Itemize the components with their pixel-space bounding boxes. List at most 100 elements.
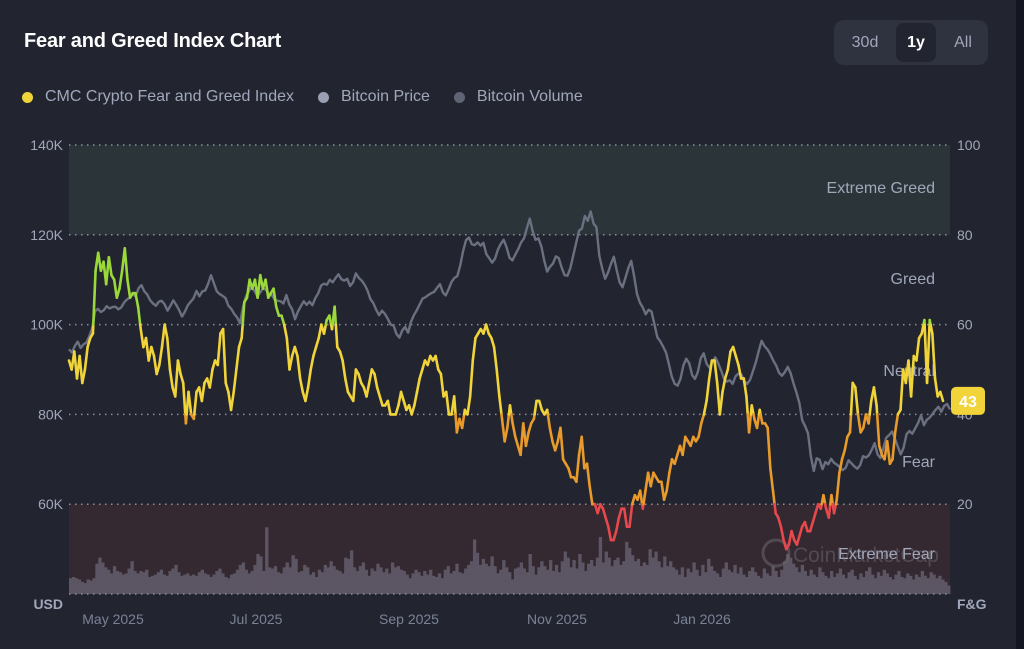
right-axis-tick: 80 [957,227,973,243]
zone-extreme-greed [69,145,950,235]
volume-bar [133,570,137,594]
volume-bar [610,566,614,594]
volume-bar [938,575,942,594]
volume-bar [750,567,755,594]
fear-greed-segment [580,435,586,470]
volume-bar [780,569,784,594]
volume-bar [285,562,289,594]
volume-bar [712,570,717,594]
volume-bar [783,561,787,594]
volume-bar [332,566,336,594]
volume-bar [232,573,237,594]
volume-bar [660,567,664,594]
fear-greed-segment [508,404,513,416]
fear-greed-segment [662,489,669,502]
volume-bar [95,563,99,594]
fear-greed-segment [229,390,236,412]
fear-greed-segment [410,404,416,416]
volume-bar [303,564,307,594]
volume-bar [689,572,693,594]
volume-bar [841,574,846,594]
volume-bar [314,577,319,594]
volume-bar [774,570,778,594]
legend-item-bitcoin-volume[interactable]: Bitcoin Volume [453,88,583,106]
fear-greed-segment [181,381,187,416]
volume-bar [265,527,269,594]
fear-greed-segment [375,386,382,398]
volume-bar [417,572,421,594]
volume-bar [677,574,682,594]
volume-bar [707,558,711,594]
range-30d-button[interactable]: 30d [851,34,879,51]
volume-bar [633,561,638,594]
volume-bar [121,574,126,594]
volume-bar [241,562,246,594]
legend-item-bitcoin-price[interactable]: Bitcoin Price [318,88,430,106]
volume-bar [101,562,105,594]
fear-greed-segment [232,368,238,394]
volume-bar [862,577,866,594]
volume-bar [654,551,658,594]
range-1y-button[interactable]: 1y [896,23,936,62]
volume-bar [888,577,892,594]
volume-bar [622,561,626,594]
volume-bar [894,574,898,594]
fear-greed-segment [606,525,613,542]
volume-bar [680,567,685,594]
volume-bar [458,572,462,594]
fear-greed-segment [875,404,879,416]
fear-greed-segment [264,278,270,299]
volume-bar [124,573,128,594]
fear-greed-segment [931,332,937,380]
volume-bar [437,573,442,594]
x-axis-tick: Jan 2026 [673,611,731,627]
volume-bar [920,570,925,594]
range-all-button[interactable]: All [954,34,972,51]
volume-bar [221,573,225,594]
volume-bar [467,564,471,594]
volume-bar [844,578,848,594]
volume-bar [540,561,544,594]
fear-greed-segment [415,377,421,394]
volume-bar [695,569,699,594]
volume-bar [311,572,316,594]
fear-greed-segment [150,345,156,358]
fear-greed-segment [118,269,124,290]
volume-bar [721,568,726,594]
volume-bar [815,577,819,594]
fear-greed-segment [86,336,92,349]
x-axis-tick: Sep 2025 [379,611,439,627]
fear-greed-segment [224,381,230,394]
fear-greed-segment [920,323,925,335]
volume-bar [393,567,398,594]
fear-greed-segment [877,444,884,457]
fear-greed-segment [723,368,730,380]
fear-greed-segment [915,336,921,362]
fear-greed-segment [707,359,714,380]
fear-greed-segment [929,323,934,335]
fear-greed-segment [649,471,655,488]
volume-bar [174,564,178,594]
volume-bar [338,570,342,594]
fear-greed-segment [795,534,801,546]
volume-bar [549,560,553,594]
fear-greed-segment [136,305,142,326]
volume-bar [569,567,573,594]
volume-bar [370,568,374,594]
fear-greed-segment [742,377,748,398]
volume-bar [209,577,213,594]
left-axis-tick: 60K [38,496,64,512]
volume-bar [528,553,532,594]
legend-item-fear-greed[interactable]: CMC Crypto Fear and Greed Index [22,88,294,106]
volume-bar [832,577,837,594]
volume-bar [557,572,562,594]
volume-bar [704,572,708,594]
fear-greed-segment [747,413,753,434]
fear-greed-segment [702,399,708,416]
volume-bar [423,570,427,594]
volume-bar [367,575,371,594]
fear-greed-segment [617,507,623,519]
fear-greed-segment [891,431,897,461]
volume-bar [273,566,278,594]
